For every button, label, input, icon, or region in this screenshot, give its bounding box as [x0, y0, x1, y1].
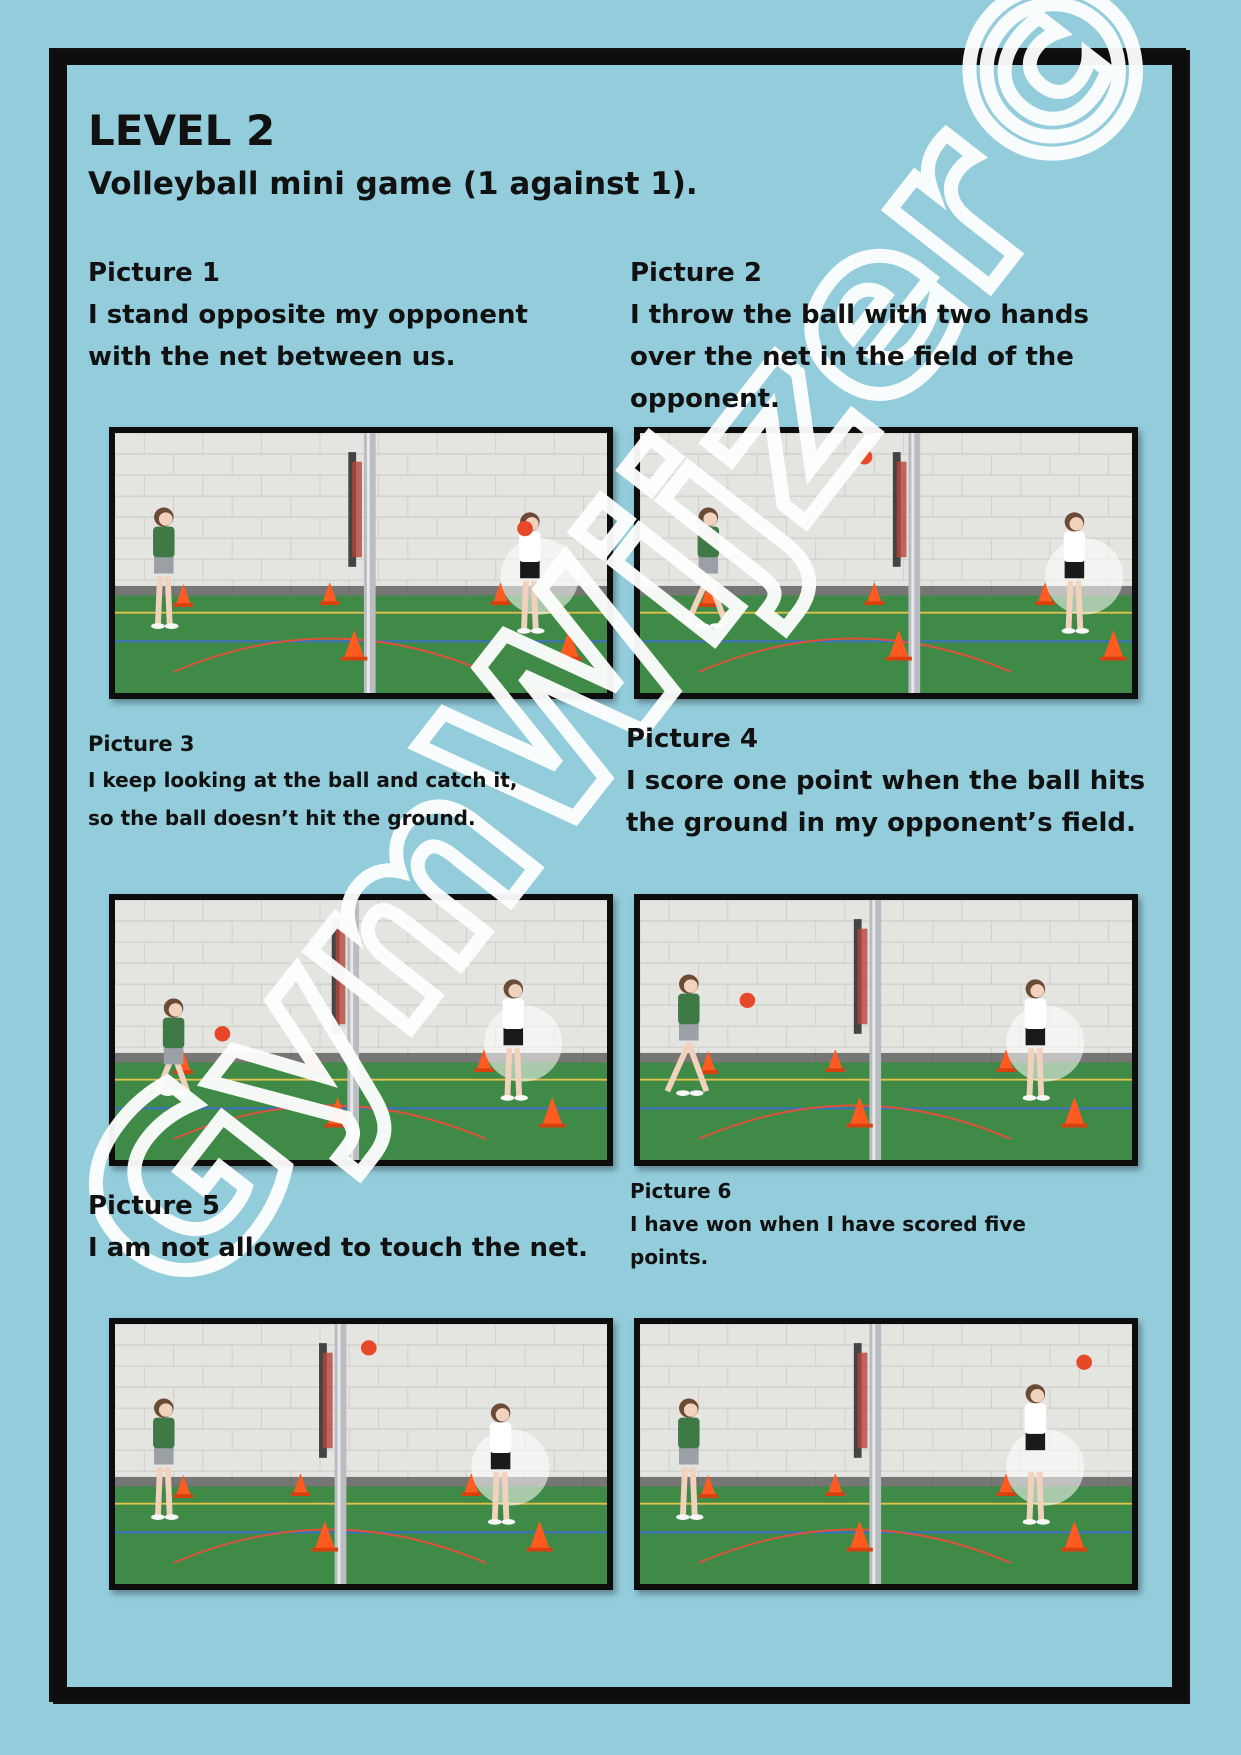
picture-text-line: I score one point when the ball hits: [626, 766, 1146, 796]
photo-picture-3: [109, 894, 613, 1166]
picture-label: Picture 5: [88, 1191, 220, 1221]
picture-text-line: opponent.: [630, 384, 780, 414]
picture-label: Picture 1: [88, 258, 220, 288]
page-title: LEVEL 2: [88, 106, 276, 155]
photo-picture-5: [109, 1318, 613, 1590]
picture-text-line: points.: [630, 1245, 709, 1269]
caption-picture-6: Picture 6 I have won when I have scored …: [630, 1174, 1150, 1274]
photo-picture-6: [634, 1318, 1138, 1590]
picture-text-line: with the net between us.: [88, 342, 456, 372]
caption-picture-4: Picture 4 I score one point when the bal…: [626, 718, 1166, 844]
page-subtitle: Volleyball mini game (1 against 1).: [88, 166, 698, 202]
photo-picture-2: [634, 427, 1138, 699]
picture-text-line: I am not allowed to touch the net.: [88, 1233, 589, 1263]
picture-text-line: over the net in the field of the: [630, 342, 1074, 372]
caption-picture-3: Picture 3 I keep looking at the ball and…: [88, 727, 608, 837]
page-border-frame: [54, 52, 1185, 1700]
picture-label: Picture 2: [630, 258, 762, 288]
picture-text-line: the ground in my opponent’s field.: [626, 808, 1136, 838]
picture-label: Picture 6: [630, 1179, 732, 1203]
picture-text-line: I have won when I have scored five: [630, 1212, 1026, 1236]
picture-label: Picture 4: [626, 724, 758, 754]
photo-picture-1: [109, 427, 613, 699]
picture-label: Picture 3: [88, 732, 195, 756]
picture-text-line: I stand opposite my opponent: [88, 300, 528, 330]
caption-picture-5: Picture 5 I am not allowed to touch the …: [88, 1185, 628, 1269]
caption-picture-2: Picture 2 I throw the ball with two hand…: [630, 252, 1150, 420]
picture-text-line: I keep looking at the ball and catch it,: [88, 768, 518, 792]
caption-picture-1: Picture 1 I stand opposite my opponent w…: [88, 252, 588, 378]
photo-picture-4: [634, 894, 1138, 1166]
picture-text-line: so the ball doesn’t hit the ground.: [88, 806, 476, 830]
picture-text-line: I throw the ball with two hands: [630, 300, 1090, 330]
